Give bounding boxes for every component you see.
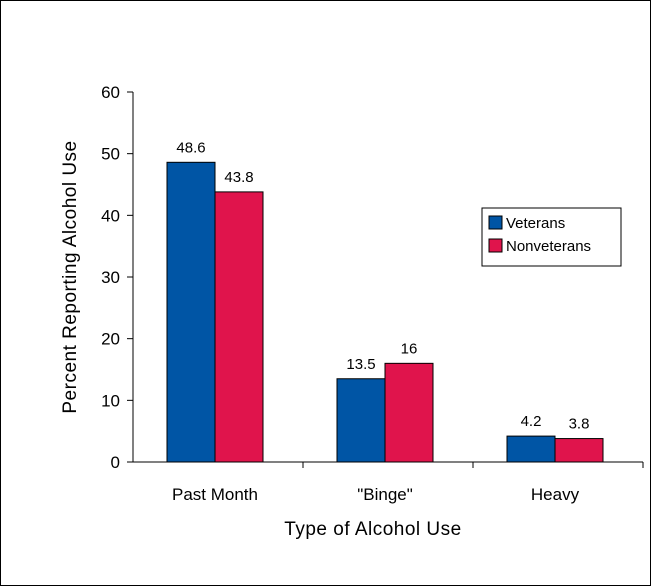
data-label: 43.8 (224, 169, 253, 186)
legend-swatch-veterans (488, 215, 503, 230)
legend: Veterans Nonveterans (481, 207, 622, 267)
bar-nonveterans-3 (554, 438, 604, 463)
bars (166, 161, 604, 463)
bar-nonveterans-2 (384, 362, 434, 463)
y-tick-label: 30 (101, 268, 120, 287)
x-category-label: Heavy (531, 485, 580, 504)
bar-veterans-2 (336, 378, 386, 463)
legend-label-nonveterans: Nonveterans (506, 238, 591, 255)
y-tick-label: 0 (111, 453, 120, 472)
x-axis-title: Type of Alcohol Use (284, 519, 461, 540)
legend-box (481, 207, 622, 267)
data-label: 4.2 (521, 413, 542, 430)
bar-veterans-3 (506, 435, 556, 463)
data-label: 3.8 (569, 416, 590, 433)
data-label: 16 (401, 340, 418, 357)
y-axis-title: Percent Reporting Alcohol Use (60, 140, 81, 413)
y-tick-label: 60 (101, 83, 120, 102)
data-labels: 48.6 43.8 13.5 16 4.2 3.8 (176, 139, 589, 432)
y-tick-label: 20 (101, 330, 120, 349)
bar-veterans-1 (166, 161, 216, 463)
data-label: 13.5 (346, 356, 375, 373)
y-tick-label: 10 (101, 391, 120, 410)
legend-label-veterans: Veterans (506, 215, 565, 232)
bar-nonveterans-1 (214, 191, 264, 463)
data-label: 48.6 (176, 139, 205, 156)
y-tick-label: 50 (101, 145, 120, 164)
y-tick-label: 40 (101, 206, 120, 225)
x-category-label: Past Month (172, 485, 258, 504)
legend-swatch-nonveterans (488, 238, 503, 253)
x-category-label: "Binge" (357, 485, 413, 504)
